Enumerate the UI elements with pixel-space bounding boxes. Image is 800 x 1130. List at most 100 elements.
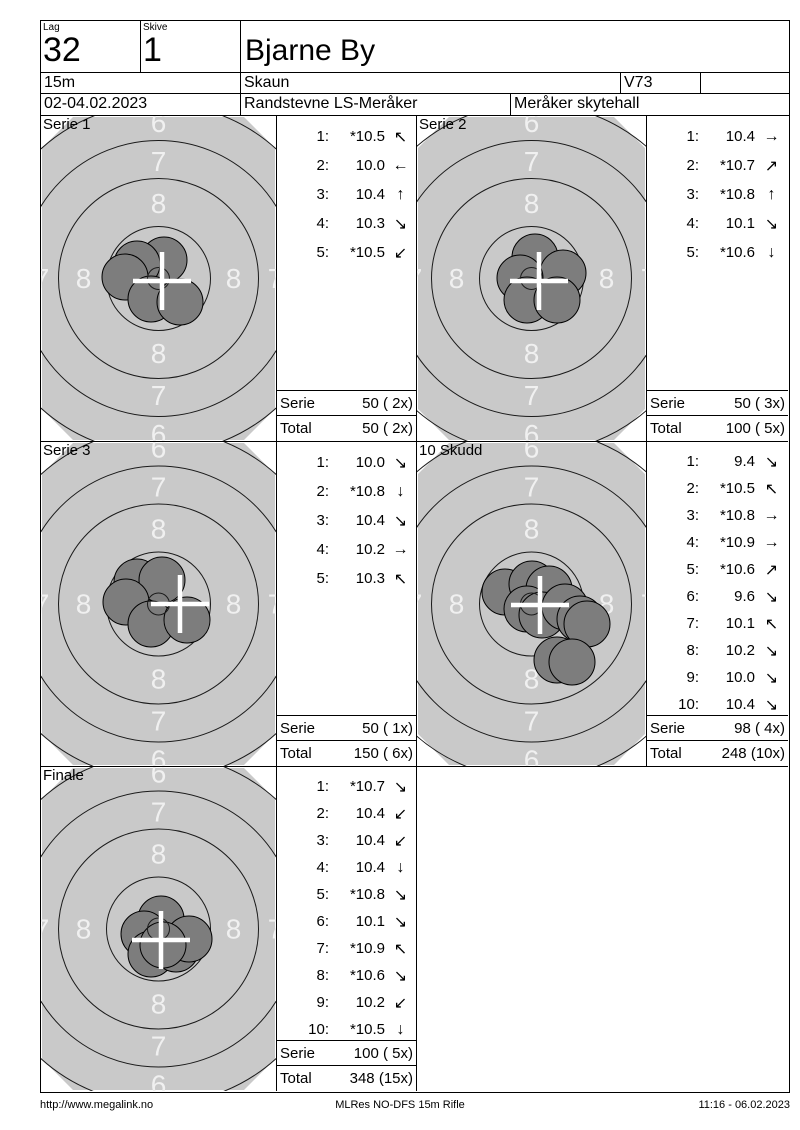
ring-number: 7	[641, 589, 646, 620]
scoring-ring	[41, 140, 276, 417]
lag-label: Lag	[43, 22, 60, 33]
shot-row: 9: 10.0 ↘	[647, 664, 788, 691]
shot-number: 9:	[316, 994, 329, 1011]
shot-direction-arrow-icon: →	[392, 540, 409, 558]
shot-number: 2:	[316, 805, 329, 822]
shot-value: 10.4	[355, 859, 385, 876]
ring-number: 8	[151, 664, 167, 695]
shot-value: 10.1	[355, 913, 385, 930]
shot-row: 3: *10.8 →	[647, 502, 788, 529]
shot-row: 6: 10.1 ↘	[277, 908, 416, 935]
shot-row: 6: 9.6 ↘	[647, 583, 788, 610]
shot-number: 9:	[686, 669, 699, 686]
shot-value: 9.6	[734, 588, 755, 605]
footer-url: http://www.megalink.no	[40, 1099, 154, 1111]
grid-vline-5	[416, 766, 417, 1091]
shot-direction-arrow-icon: ↑	[396, 185, 405, 203]
shot-row: 8: 10.2 ↘	[647, 637, 788, 664]
shot-value: 10.3	[355, 215, 385, 232]
shot-value: *10.9	[719, 534, 755, 551]
grid-vline-1	[276, 116, 277, 766]
shot-row: 5: *10.5 ↙	[277, 238, 416, 267]
scoring-ring	[41, 465, 276, 743]
serie-value: 50 ( 1x)	[362, 720, 413, 737]
total-sum-row: Total 348 (15x)	[277, 1065, 416, 1091]
event-name: Randstevne LS-Meråker	[244, 95, 418, 112]
serie-sum-row: Serie 100 ( 5x)	[277, 1040, 416, 1066]
ring-number: 7	[641, 263, 646, 294]
total-value: 348 (15x)	[349, 1070, 413, 1087]
shot-number: 5:	[686, 561, 699, 578]
ring-number: 8	[151, 839, 167, 870]
shot-list: 1: 10.0 ↘ 2: *10.8 ↓ 3: 10.4 ↘ 4: 10.2 → 5: 10.3 ↖	[277, 448, 416, 593]
ring-number: 6	[151, 116, 167, 138]
shot-direction-arrow-icon: ↘	[764, 588, 779, 606]
shot-direction-arrow-icon: ↘	[393, 512, 408, 530]
total-value: 100 ( 5x)	[725, 420, 785, 437]
ring-number: 7	[524, 380, 540, 411]
shot-direction-arrow-icon: ↘	[393, 967, 408, 985]
skive-value: 1	[143, 31, 162, 69]
serie-label: Serie	[280, 720, 316, 737]
shot-hole	[163, 596, 211, 644]
shot-number: 3:	[316, 832, 329, 849]
shot-value: 10.4	[355, 512, 385, 529]
venue-cell: Meråker skytehall	[510, 93, 790, 115]
shot-number: 7:	[316, 940, 329, 957]
ring-number: 8	[524, 514, 540, 545]
shot-number: 1:	[316, 778, 329, 795]
shot-row: 10: 10.4 ↘	[647, 691, 788, 718]
grid-vline-4	[276, 766, 277, 1091]
ring-number: 8	[599, 263, 615, 294]
shot-value: 10.1	[725, 615, 755, 632]
shot-row: 5: 10.3 ↖	[277, 564, 416, 593]
shot-number: 4:	[316, 215, 329, 232]
ring-number: 8	[449, 589, 465, 620]
score-panel: 1: *10.5 ↖ 2: 10.0 ← 3: 10.4 ↑ 4: 10.3 ↘ 5: *10.5 ↙ Ser…	[277, 116, 416, 441]
panel-title: Serie 2	[419, 116, 467, 133]
total-label: Total	[650, 420, 682, 437]
shot-value: 10.4	[355, 805, 385, 822]
serie-label: Serie	[280, 395, 316, 412]
shot-row: 2: *10.5 ↖	[647, 475, 788, 502]
shot-value: *10.8	[349, 886, 385, 903]
panel-title: 10 Skudd	[419, 442, 483, 459]
lag-value: 32	[43, 31, 81, 69]
shot-row: 5: *10.6 ↗	[647, 556, 788, 583]
grid-hline-2	[41, 766, 788, 767]
ring-number: 6	[151, 442, 167, 464]
shot-direction-arrow-icon: ↓	[396, 1020, 405, 1038]
ring-number: 8	[151, 989, 167, 1020]
serie-value: 100 ( 5x)	[353, 1045, 413, 1062]
shot-row: 3: 10.4 ↘	[277, 506, 416, 535]
distance-cell: 15m	[40, 72, 240, 93]
shot-direction-arrow-icon: →	[763, 127, 780, 145]
scoring-ring	[431, 503, 632, 705]
ring-number: 8	[151, 338, 167, 369]
event-date: 02-04.02.2023	[44, 95, 148, 112]
shot-row: 4: 10.1 ↘	[647, 209, 788, 238]
shot-list: 1: 9.4 ↘ 2: *10.5 ↖ 3: *10.8 → 4: *10.9 → 5: *10.6 ↗ 6:…	[647, 448, 788, 718]
ring-number: 6	[151, 745, 167, 767]
shot-value: *10.5	[349, 128, 385, 145]
shot-number: 3:	[316, 512, 329, 529]
target-panel: 6 7 8 8 7 6 8 8 7 7 Finale	[41, 767, 276, 1091]
skive-label: Skive	[143, 22, 168, 33]
lag-cell: Lag 32	[40, 20, 140, 72]
shot-number: 2:	[316, 157, 329, 174]
ring-number: 7	[41, 263, 49, 294]
class-cell: V73	[620, 72, 700, 93]
ring-number: 7	[151, 380, 167, 411]
shot-value: 10.3	[355, 570, 385, 587]
serie-sum-row: Serie 50 ( 2x)	[277, 390, 416, 416]
shot-direction-arrow-icon: ↘	[393, 454, 408, 472]
shot-direction-arrow-icon: ↑	[767, 185, 776, 203]
shot-direction-arrow-icon: ↘	[764, 642, 779, 660]
shot-row: 9: 10.2 ↙	[277, 989, 416, 1016]
target-panel: 6 7 8 8 7 6 8 8 7 7 Serie 1	[41, 116, 276, 441]
shot-row: 1: 9.4 ↘	[647, 448, 788, 475]
total-value: 150 ( 6x)	[353, 745, 413, 762]
skive-cell: Skive 1	[140, 20, 240, 72]
